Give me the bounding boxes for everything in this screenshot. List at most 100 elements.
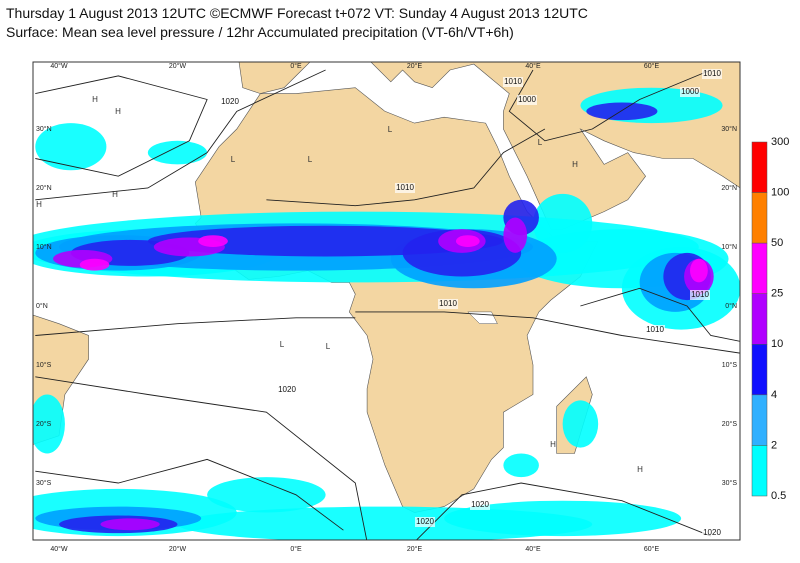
pressure-center: H xyxy=(112,190,118,199)
legend-label: 4 xyxy=(771,389,777,401)
legend-swatch xyxy=(751,344,768,396)
isobar xyxy=(580,287,740,342)
legend-label: 100 xyxy=(771,186,789,198)
pressure-center: L xyxy=(231,155,236,164)
lon-label: 0°E xyxy=(290,545,302,553)
lat-label: 10°N xyxy=(721,243,737,251)
precip-area xyxy=(100,518,160,531)
legend-label: 0.5 xyxy=(771,490,786,502)
lat-label: 30°N xyxy=(721,125,737,133)
precip-area xyxy=(207,477,326,513)
isobar xyxy=(35,69,326,201)
isobar-label-bg xyxy=(415,517,435,527)
precip-area xyxy=(33,394,65,454)
isobar-label-bg xyxy=(470,500,490,510)
precip-area xyxy=(198,235,228,248)
lon-label: 60°E xyxy=(644,545,660,553)
pressure-center: L xyxy=(538,138,543,147)
legend-label: 25 xyxy=(771,288,783,300)
legend-swatch xyxy=(751,141,768,193)
isobar xyxy=(35,458,344,531)
isobar xyxy=(355,311,740,354)
isobar-label: 1010 xyxy=(439,299,457,308)
isobar-label-bg xyxy=(645,325,665,335)
precip-area xyxy=(690,258,708,283)
lat-label: 10°S xyxy=(36,361,52,369)
isobar xyxy=(35,75,208,177)
lon-label: 40°W xyxy=(50,62,68,70)
lon-label: 40°E xyxy=(525,545,541,553)
lat-label: 0°N xyxy=(725,302,737,310)
legend-label: 300 xyxy=(771,136,789,148)
isobar-label-bg xyxy=(517,95,537,105)
precip-area xyxy=(147,140,208,165)
isobar-label: 1020 xyxy=(471,500,489,509)
isobar xyxy=(415,482,711,540)
legend-label: 50 xyxy=(771,237,783,249)
subtitle: Surface: Mean sea level pressure / 12hr … xyxy=(6,24,514,40)
precip-area xyxy=(562,400,599,448)
lon-label: 40°W xyxy=(50,545,68,553)
isobar xyxy=(35,376,368,540)
precip-area xyxy=(444,500,682,537)
map-labels: 40°W 40°W 20°W 20°W 0°E 0°E 20°E 20°E 40°E 40°E 60… xyxy=(36,62,737,553)
lat-label: 20°N xyxy=(36,184,52,192)
lat-label: 10°N xyxy=(36,243,52,251)
lat-label: 20°S xyxy=(36,420,52,428)
precip-area xyxy=(79,258,110,271)
isobar-label: 1020 xyxy=(703,528,721,537)
lat-label: 30°S xyxy=(722,479,738,487)
isobar-label-bg xyxy=(680,87,700,97)
isobar-label-bg xyxy=(395,183,415,193)
legend-label: 2 xyxy=(771,439,777,451)
lon-label: 20°W xyxy=(169,545,187,553)
lon-label: 0°E xyxy=(290,62,302,70)
lat-label: 20°N xyxy=(721,184,737,192)
precip-area xyxy=(503,217,528,253)
lon-label: 20°W xyxy=(169,62,187,70)
lat-label: 20°S xyxy=(722,420,738,428)
color-legend: 300 100 50 25 10 4 2 0.5 xyxy=(751,136,789,502)
legend-label: 10 xyxy=(771,338,783,350)
isobar-label: 1020 xyxy=(221,97,239,106)
lat-label: 30°N xyxy=(36,125,52,133)
pressure-center: H xyxy=(550,440,556,449)
pressure-center: L xyxy=(280,340,285,349)
pressure-center: L xyxy=(308,155,313,164)
legend-swatch xyxy=(751,293,768,345)
legend-swatch xyxy=(751,445,768,497)
pressure-center: H xyxy=(92,95,98,104)
legend-swatch xyxy=(751,394,768,446)
isobar-label-bg xyxy=(277,385,297,395)
lat-label: 30°S xyxy=(36,479,52,487)
isobar-label: 1000 xyxy=(681,87,699,96)
map-layers xyxy=(33,62,740,540)
isobar-label: 1020 xyxy=(416,517,434,526)
isobar-label-bg xyxy=(438,299,458,309)
lon-label: 60°E xyxy=(644,62,660,70)
isobar-label-bg xyxy=(690,290,710,300)
lat-label: 0°N xyxy=(36,302,48,310)
lat-label: 10°S xyxy=(722,361,738,369)
isobar xyxy=(266,128,546,207)
legend-swatch xyxy=(751,192,768,244)
isobar-label: 1010 xyxy=(703,69,721,78)
isobar xyxy=(508,69,711,142)
map-frame xyxy=(32,61,741,541)
isobar-label: 1010 xyxy=(504,77,522,86)
isobar-label: 1010 xyxy=(691,290,709,299)
title: Thursday 1 August 2013 12UTC ©ECMWF Fore… xyxy=(6,5,588,21)
isobar-label-bg xyxy=(702,528,722,538)
pressure-center: H xyxy=(36,200,42,209)
isobar-label-bg xyxy=(503,77,523,87)
precip-area xyxy=(533,193,593,253)
isobar xyxy=(35,317,356,336)
precip-area xyxy=(586,102,658,121)
precip-area xyxy=(455,235,480,248)
isobar-label-bg xyxy=(702,69,722,79)
isobar-label: 1020 xyxy=(278,385,296,394)
lon-label: 20°E xyxy=(407,545,423,553)
lon-label: 40°E xyxy=(525,62,541,70)
precip-area xyxy=(35,123,107,171)
